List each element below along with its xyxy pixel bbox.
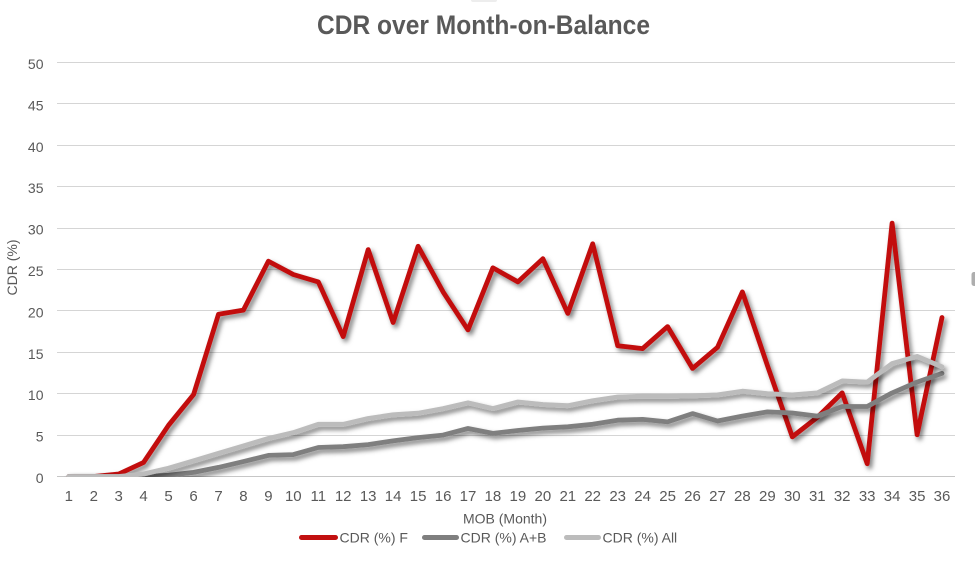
svg-text:15: 15 bbox=[28, 346, 44, 362]
svg-text:36: 36 bbox=[934, 488, 951, 505]
svg-text:30: 30 bbox=[784, 488, 801, 505]
svg-text:33: 33 bbox=[859, 488, 876, 505]
svg-text:50: 50 bbox=[28, 56, 44, 72]
svg-text:1: 1 bbox=[65, 488, 73, 505]
svg-text:16: 16 bbox=[435, 488, 452, 505]
svg-text:34: 34 bbox=[884, 488, 901, 505]
svg-text:6: 6 bbox=[189, 488, 197, 505]
svg-text:4: 4 bbox=[139, 488, 147, 505]
svg-text:12: 12 bbox=[335, 488, 352, 505]
svg-text:40: 40 bbox=[28, 139, 44, 155]
svg-text:35: 35 bbox=[28, 180, 44, 196]
svg-text:29: 29 bbox=[759, 488, 776, 505]
svg-text:17: 17 bbox=[460, 488, 477, 505]
svg-text:CDR (%) A+B: CDR (%) A+B bbox=[461, 530, 547, 546]
svg-text:5: 5 bbox=[164, 488, 172, 505]
svg-text:10: 10 bbox=[285, 488, 302, 505]
svg-text:2: 2 bbox=[90, 488, 98, 505]
svg-text:10: 10 bbox=[28, 387, 44, 403]
svg-text:24: 24 bbox=[634, 488, 651, 505]
svg-text:28: 28 bbox=[734, 488, 751, 505]
svg-text:3: 3 bbox=[115, 488, 123, 505]
svg-text:14: 14 bbox=[385, 488, 402, 505]
svg-text:25: 25 bbox=[28, 263, 44, 279]
svg-text:5: 5 bbox=[36, 429, 44, 445]
svg-text:23: 23 bbox=[609, 488, 626, 505]
svg-text:13: 13 bbox=[360, 488, 377, 505]
svg-text:21: 21 bbox=[559, 488, 576, 505]
svg-text:25: 25 bbox=[659, 488, 676, 505]
svg-text:CDR (%) All: CDR (%) All bbox=[603, 530, 678, 546]
svg-text:35: 35 bbox=[909, 488, 926, 505]
svg-text:19: 19 bbox=[510, 488, 527, 505]
svg-text:CDR (%) F: CDR (%) F bbox=[340, 530, 408, 546]
svg-text:32: 32 bbox=[834, 488, 851, 505]
svg-text:45: 45 bbox=[28, 97, 44, 113]
svg-text:9: 9 bbox=[264, 488, 272, 505]
svg-text:20: 20 bbox=[28, 304, 44, 320]
svg-text:27: 27 bbox=[709, 488, 726, 505]
svg-text:MOB (Month): MOB (Month) bbox=[463, 511, 547, 527]
svg-text:31: 31 bbox=[809, 488, 826, 505]
svg-text:0: 0 bbox=[36, 470, 44, 486]
svg-text:20: 20 bbox=[535, 488, 552, 505]
svg-text:30: 30 bbox=[28, 222, 44, 238]
svg-text:CDR over Month-on-Balance: CDR over Month-on-Balance bbox=[317, 10, 650, 40]
svg-text:11: 11 bbox=[311, 488, 327, 505]
svg-text:22: 22 bbox=[584, 488, 601, 505]
svg-text:15: 15 bbox=[410, 488, 427, 505]
svg-text:CDR (%): CDR (%) bbox=[4, 240, 20, 296]
svg-text:18: 18 bbox=[485, 488, 502, 505]
svg-text:7: 7 bbox=[214, 488, 222, 505]
svg-text:8: 8 bbox=[239, 488, 247, 505]
svg-text:26: 26 bbox=[684, 488, 701, 505]
